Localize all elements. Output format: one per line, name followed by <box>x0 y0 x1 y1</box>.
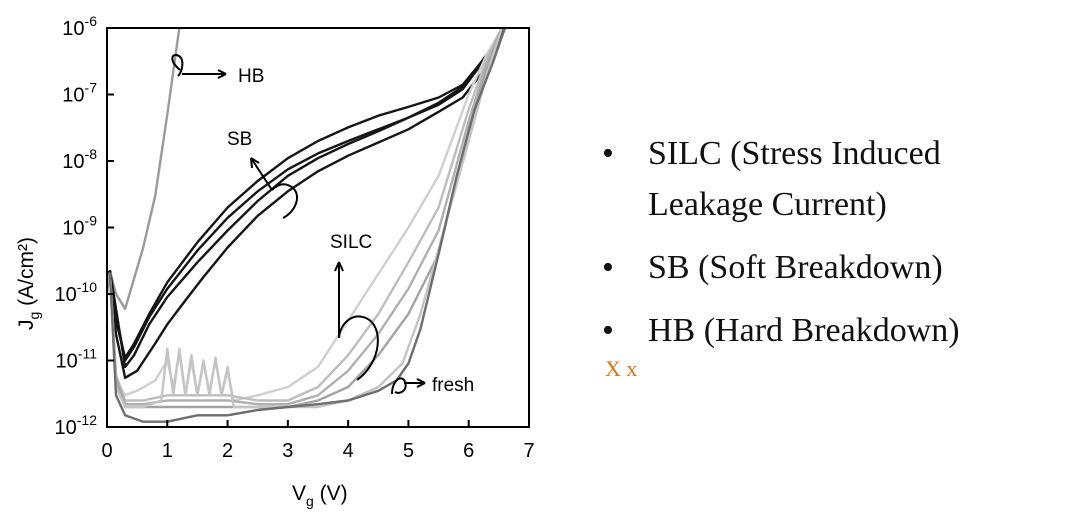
y-axis-label-unit: (A/cm²) <box>15 237 38 312</box>
bullet-silc-line1: SILC (Stress Induced <box>648 135 941 172</box>
x-axis-label-sub: g <box>306 493 314 509</box>
x-tick-label: 5 <box>403 440 414 462</box>
x-tick-label: 7 <box>523 440 534 462</box>
legend-bullet-list: • SILC (Stress Induced Leakage Current) … <box>602 128 1072 368</box>
x-tick-label: 0 <box>101 440 112 462</box>
y-tick-label: 10-9 <box>62 213 97 240</box>
bullet-marker: • <box>602 249 614 286</box>
x-tick-label: 1 <box>162 440 173 462</box>
x-tick-label: 4 <box>343 440 354 462</box>
y-tick-label: 10-8 <box>62 146 97 173</box>
axis-layer: 0 1 2 3 4 5 6 7 10-6 10-7 10-8 10-9 10-10 10-11 10-12 <box>55 13 535 462</box>
series-line-11 <box>107 28 507 423</box>
series-line-8 <box>107 28 504 406</box>
x-tick-label: 6 <box>463 440 474 462</box>
bullet-sb: • SB (Soft Breakdown) <box>602 242 1072 293</box>
note-text: X x <box>605 356 638 381</box>
annotation-marks <box>171 54 426 395</box>
annotation-silc: SILC <box>330 232 372 253</box>
bullet-sb-text: SB (Soft Breakdown) <box>648 249 943 286</box>
y-tick-label: 10-12 <box>55 412 98 439</box>
series-line-5 <box>107 28 507 379</box>
hb-arrow-head <box>217 69 227 79</box>
sb-arrow-line <box>250 157 273 191</box>
sb-loop <box>271 183 299 219</box>
bullet-silc: • SILC (Stress Induced Leakage Current) <box>602 128 1072 230</box>
x-tick-label: 2 <box>222 440 233 462</box>
y-tick-label: 10-11 <box>56 346 98 373</box>
series-line-10 <box>107 28 504 409</box>
x-axis-label-main: V <box>292 482 306 505</box>
y-tick-label: 10-6 <box>62 13 97 40</box>
y-tick-label: 10-7 <box>62 80 97 107</box>
bullet-hb-text: HB (Hard Breakdown) <box>648 312 960 349</box>
y-tick-label: 10-10 <box>55 279 98 306</box>
series-line-4 <box>107 28 506 359</box>
annotation-fresh: fresh <box>432 375 474 396</box>
y-axis-label-sub: g <box>26 312 42 320</box>
bullet-silc-line2: Leakage Current) <box>648 186 887 223</box>
bullet-marker: • <box>602 312 614 349</box>
series-line-2 <box>107 28 506 369</box>
series-line-1 <box>107 28 181 310</box>
hb-loop <box>171 54 184 77</box>
annotation-sb: SB <box>227 129 252 150</box>
bullet-marker: • <box>602 135 614 172</box>
silc-loop <box>338 315 379 381</box>
sb-arrow-head <box>250 157 260 169</box>
y-axis-label-main: J <box>15 320 38 331</box>
annotation-hb: HB <box>238 66 264 87</box>
x-axis-label: Vg (V) <box>292 482 348 509</box>
series-line-3 <box>107 28 506 362</box>
fresh-arrow-head <box>416 378 426 388</box>
silc-arrow-head <box>334 261 344 272</box>
bullet-hb: • HB (Hard Breakdown) <box>602 305 1072 356</box>
jg-vg-chart: 0 1 2 3 4 5 6 710-610-710-810-910-1010-1110-12 … <box>15 13 535 509</box>
x-tick-label: 3 <box>282 440 293 462</box>
y-axis-label: Jg (A/cm²) <box>15 237 42 330</box>
x-axis-label-unit: (V) <box>314 482 348 505</box>
series-layer <box>107 28 507 423</box>
